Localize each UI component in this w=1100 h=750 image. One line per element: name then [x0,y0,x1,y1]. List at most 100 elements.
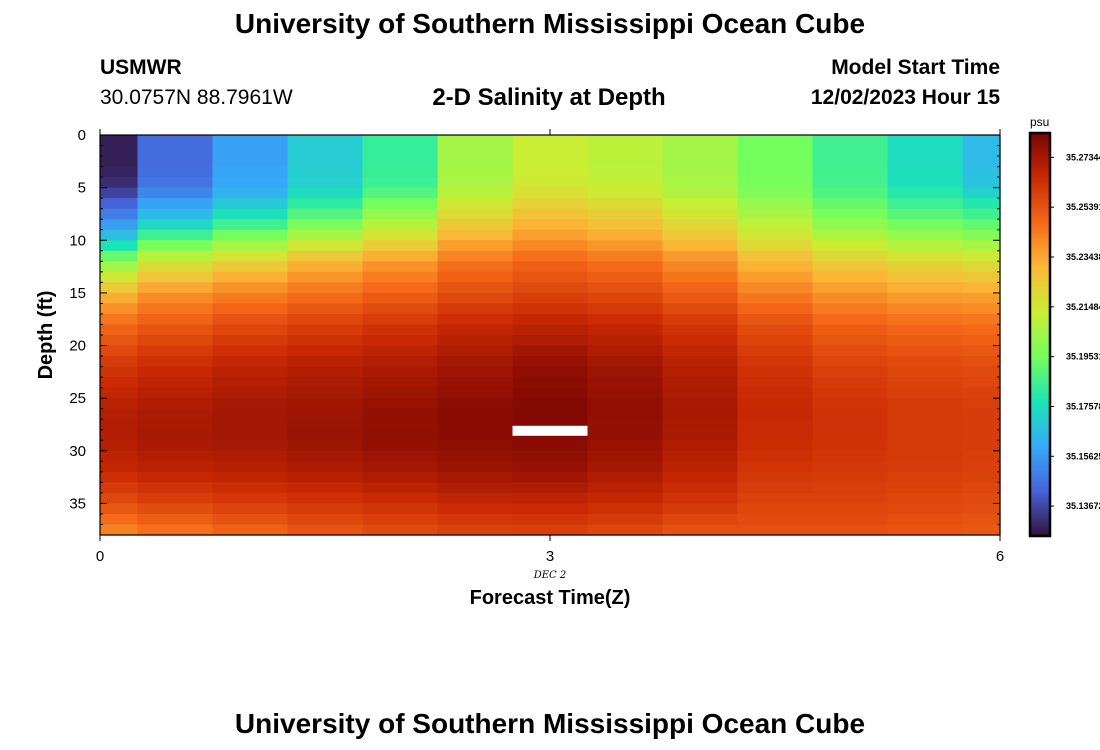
heatmap-cell [212,261,289,273]
heatmap-cell [887,450,964,462]
heatmap-cell [512,482,589,494]
heatmap-cell [587,303,664,315]
heatmap-cell [587,429,664,441]
heatmap-cell [662,356,739,368]
heatmap-cell [512,398,589,410]
heatmap-cell [100,429,139,441]
heatmap-cell [962,135,1001,147]
heatmap-cell [287,303,364,315]
heatmap-cell [737,398,814,410]
heatmap-cell [737,313,814,326]
y-axis-title: Depth (ft) [35,291,57,380]
heatmap-cell [662,387,739,399]
heatmap-cell [287,156,364,168]
heatmap-cell [512,292,589,305]
heatmap-cell [887,513,964,526]
heatmap-cell [437,377,514,389]
heatmap-cell [962,356,1001,368]
heatmap-cell [362,524,439,536]
y-tick-label: 0 [78,127,86,144]
heatmap-cell [287,345,364,357]
heatmap-cell [662,461,739,473]
heatmap-cell [362,492,439,505]
heatmap-cell [137,429,214,441]
heatmap-cell [662,440,739,452]
footer-title: University of Southern Mississippi Ocean… [234,708,866,739]
heatmap-cell [437,313,514,326]
heatmap-cell [962,208,1001,220]
heatmap-cell [100,271,139,283]
x-tick-label: 6 [996,548,1004,565]
heatmap-cell [587,461,664,473]
heatmap-cell [100,440,139,452]
chart-title: University of Southern Mississippi Ocean… [234,8,866,39]
heatmap-cell [962,198,1001,210]
heatmap-cell [812,345,889,357]
heatmap-cell [100,135,139,147]
heatmap-cell [362,261,439,273]
heatmap-cell [662,250,739,262]
heatmap-cell [587,240,664,252]
heatmap-cell [212,335,289,347]
heatmap-cell [812,219,889,231]
heatmap-cell [887,229,964,241]
heatmap-cell [100,398,139,410]
heatmap-cell [662,156,739,168]
heatmap-cell [812,282,889,294]
heatmap-cell [662,419,739,431]
heatmap-cell [137,450,214,462]
heatmap-cell [662,145,739,157]
heatmap-cell [437,282,514,294]
heatmap-cell [962,313,1001,326]
heatmap-cell [287,366,364,378]
heatmap-cell [662,135,739,147]
heatmap-cell [887,271,964,283]
y-tick-label: 35 [69,495,86,512]
heatmap-cell [887,524,964,536]
heatmap-cell [287,282,364,294]
heatmap-cell [437,219,514,231]
heatmap-cell [962,377,1001,389]
heatmap-cell [812,440,889,452]
heatmap-cell [437,156,514,168]
heatmap-cell [287,429,364,441]
heatmap-cell [662,408,739,420]
heatmap-cell [587,366,664,378]
heatmap-cell [512,503,589,515]
heatmap-cell [362,271,439,283]
heatmap-cell [100,387,139,399]
heatmap-cell [587,387,664,399]
heatmap-cell [662,187,739,199]
heatmap-cell [100,503,139,515]
heatmap-cell [512,492,589,505]
heatmap-cell [587,156,664,168]
heatmap-cell [100,303,139,315]
heatmap-cell [287,503,364,515]
heatmap-cell [212,356,289,368]
heatmap-cell [287,324,364,336]
heatmap-cell [962,219,1001,231]
heatmap-cell [962,429,1001,441]
heatmap-cell [100,461,139,473]
heatmap-cell [212,440,289,452]
heatmap-cell [287,177,364,189]
heatmap-cell [662,492,739,505]
heatmap-cell [662,471,739,483]
heatmap-cell [212,187,289,199]
heatmap-cell [287,450,364,462]
heatmap-cell [737,345,814,357]
heatmap-cell [587,398,664,410]
heatmap-cell [100,345,139,357]
heatmap-cell [362,292,439,305]
colorbar-tick-label: 35.13672 [1066,501,1100,511]
heatmap-cell [512,177,589,189]
heatmap-cell [737,503,814,515]
heatmap-cell [212,419,289,431]
heatmap-cell [362,429,439,441]
heatmap-cell [887,282,964,294]
heatmap-cell [212,513,289,526]
heatmap-cell [437,240,514,252]
heatmap-cell [812,524,889,536]
heatmap-cell [887,482,964,494]
heatmap-cell [512,250,589,262]
